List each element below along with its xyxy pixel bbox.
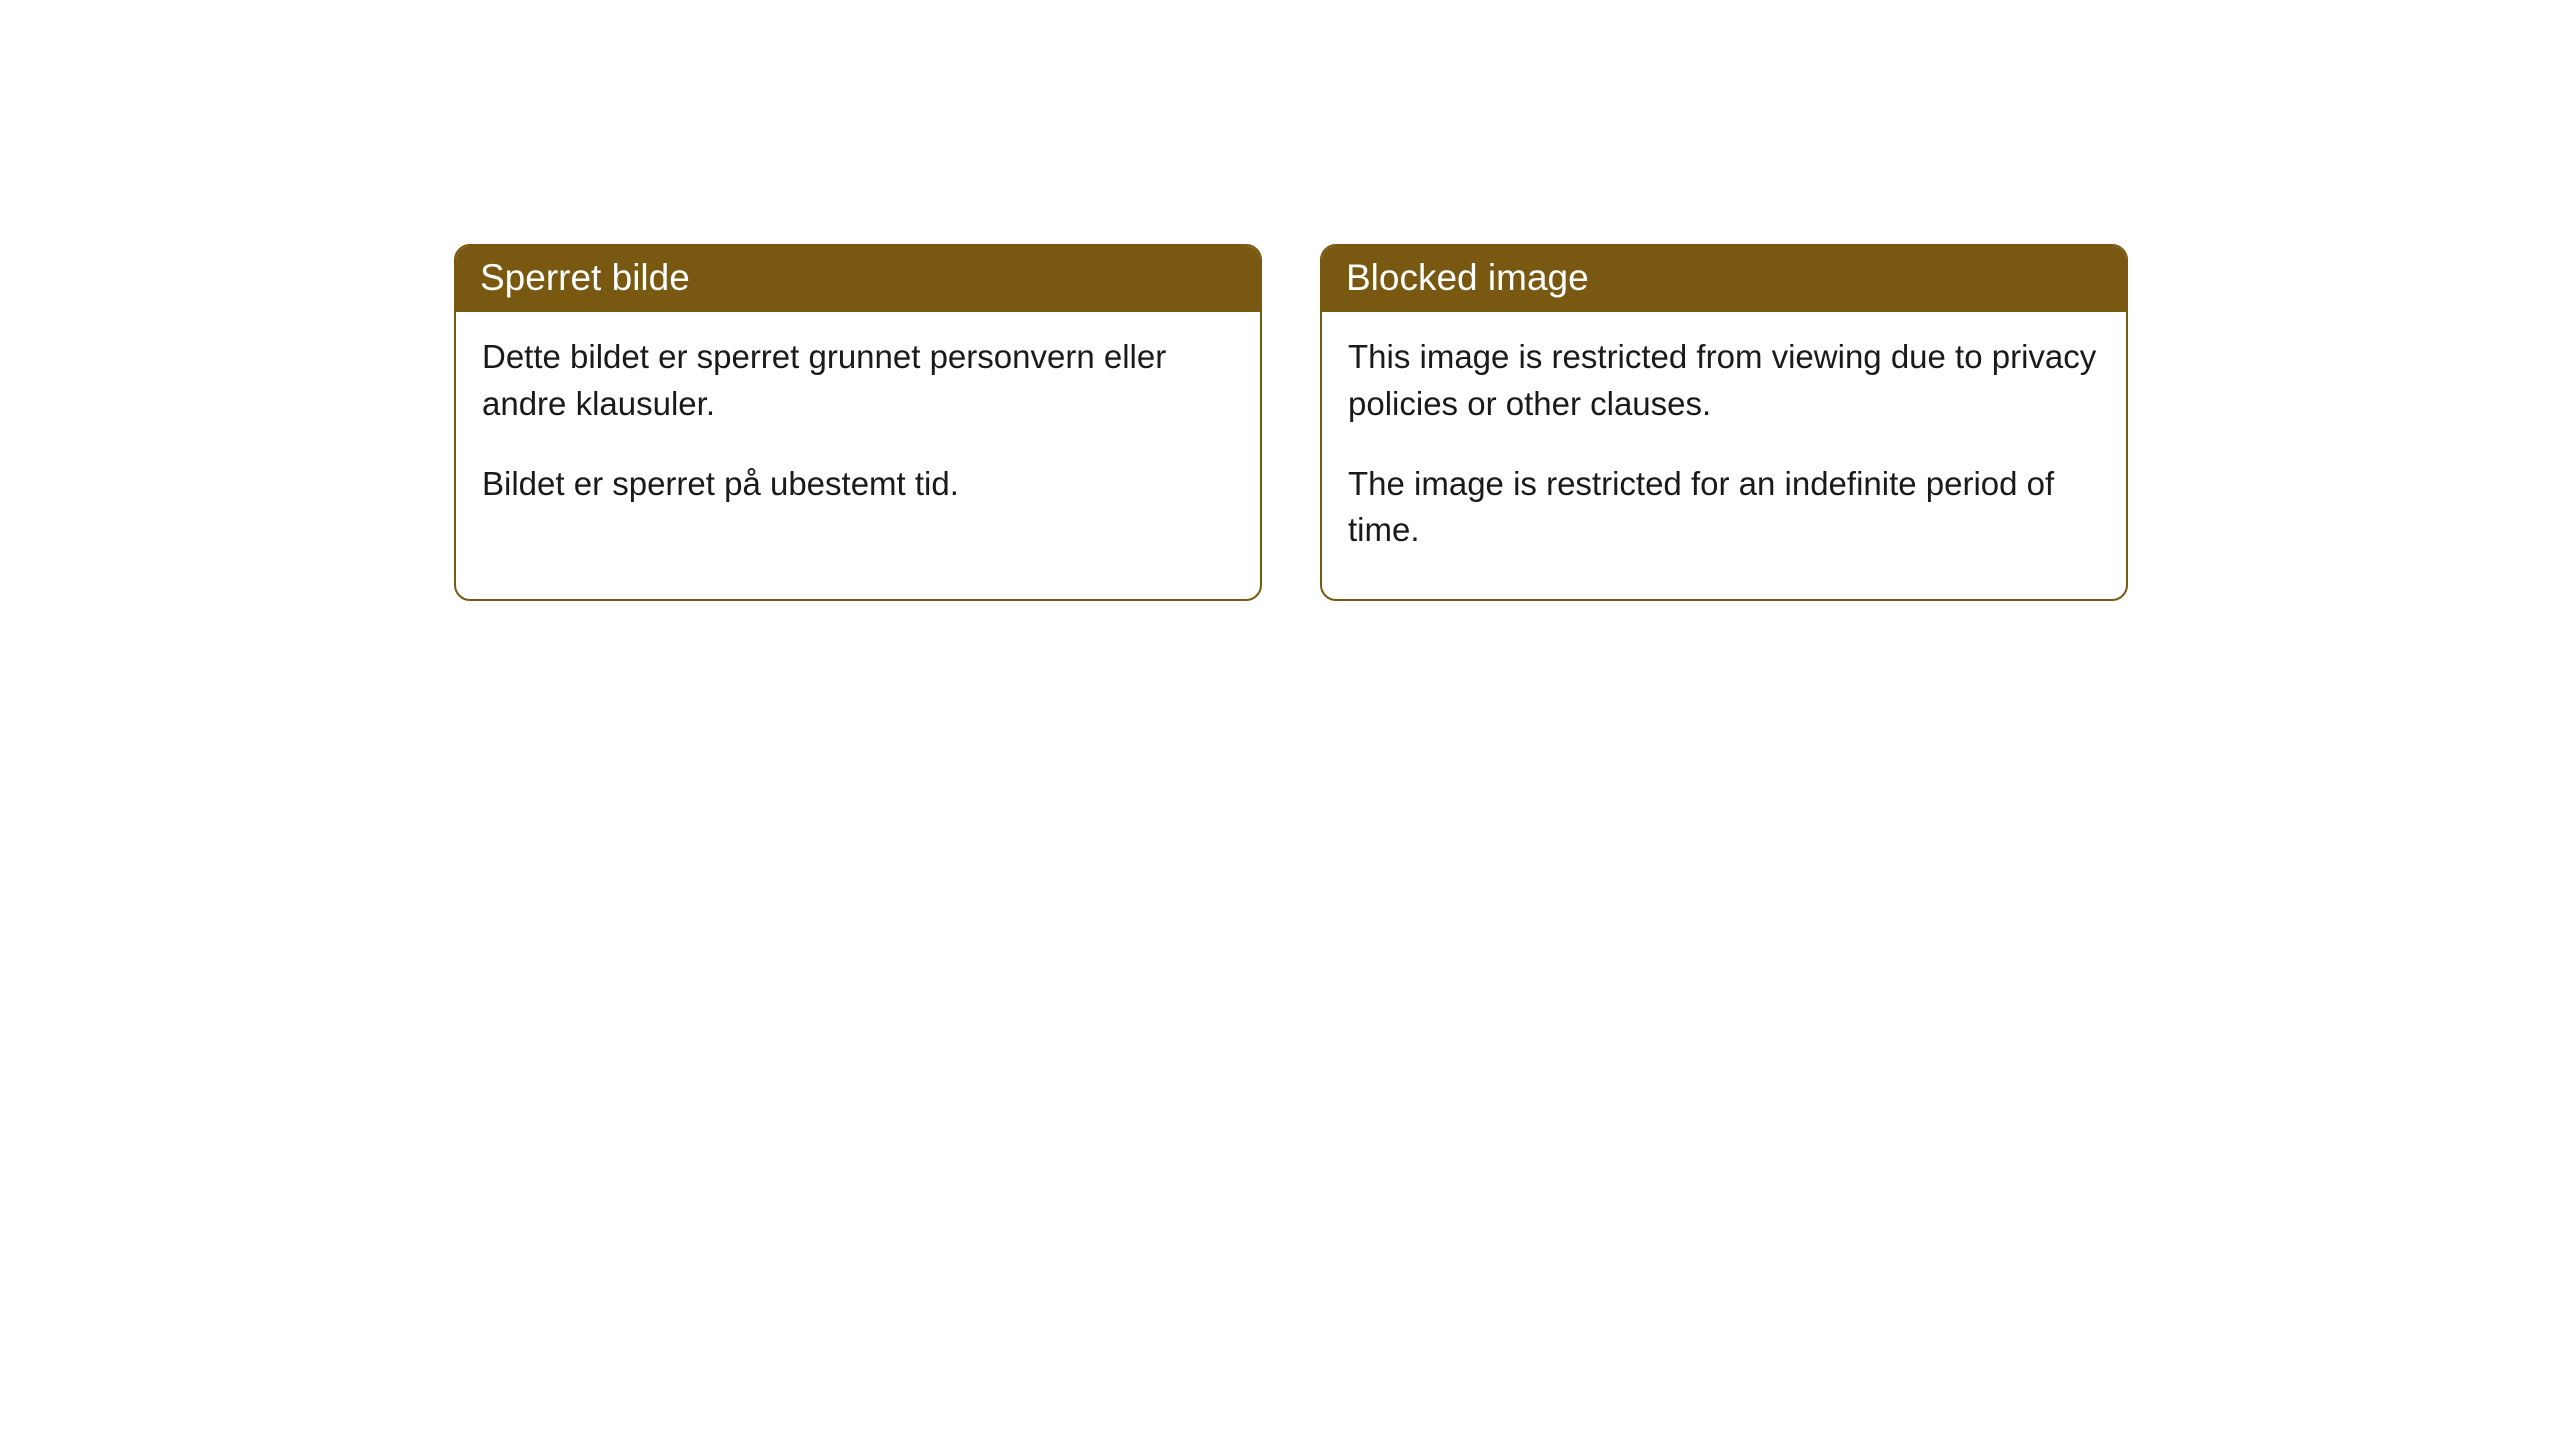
blocked-image-card-english: Blocked image This image is restricted f… — [1320, 244, 2128, 601]
card-paragraph-1: This image is restricted from viewing du… — [1348, 334, 2100, 426]
cards-container: Sperret bilde Dette bildet er sperret gr… — [0, 0, 2560, 601]
blocked-image-card-norwegian: Sperret bilde Dette bildet er sperret gr… — [454, 244, 1262, 601]
card-title: Blocked image — [1346, 257, 1589, 298]
card-paragraph-2: Bildet er sperret på ubestemt tid. — [482, 461, 1234, 507]
card-header-norwegian: Sperret bilde — [456, 246, 1260, 312]
card-header-english: Blocked image — [1322, 246, 2126, 312]
card-title: Sperret bilde — [480, 257, 690, 298]
card-paragraph-1: Dette bildet er sperret grunnet personve… — [482, 334, 1234, 426]
card-body-norwegian: Dette bildet er sperret grunnet personve… — [456, 312, 1260, 553]
card-body-english: This image is restricted from viewing du… — [1322, 312, 2126, 599]
card-paragraph-2: The image is restricted for an indefinit… — [1348, 461, 2100, 553]
